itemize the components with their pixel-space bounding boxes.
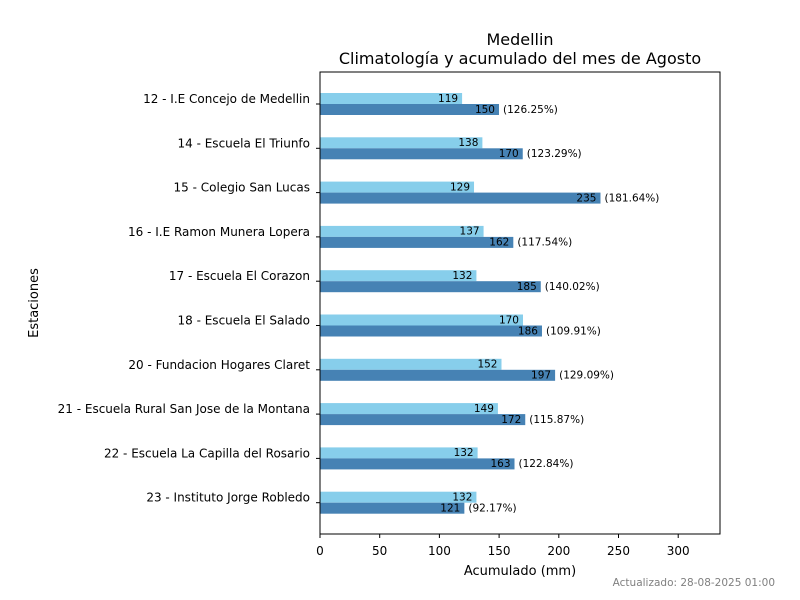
y-tick-label: 14 - Escuela El Triunfo (178, 136, 311, 150)
x-tick-label: 300 (667, 544, 690, 558)
accumulated-value-label: 162 (489, 237, 509, 249)
percent-label: (181.64%) (604, 192, 659, 204)
x-axis-label: Acumulado (mm) (464, 564, 576, 579)
accumulated-bar (320, 281, 541, 293)
climatology-value-label: 132 (452, 492, 472, 504)
percent-label: (109.91%) (546, 325, 601, 337)
x-tick-label: 100 (428, 544, 451, 558)
climatology-value-label: 132 (454, 447, 474, 459)
accumulated-value-label: 170 (499, 148, 519, 160)
accumulated-bar (320, 192, 601, 204)
accumulated-value-label: 197 (531, 370, 551, 382)
percent-label: (92.17%) (468, 503, 516, 515)
climatology-value-label: 129 (450, 181, 470, 193)
x-tick-label: 150 (488, 544, 511, 558)
y-tick-label: 15 - Colegio San Lucas (174, 181, 310, 195)
x-tick-label: 200 (547, 544, 570, 558)
accumulated-bar (320, 502, 465, 514)
y-tick-label: 17 - Escuela El Corazon (169, 269, 310, 283)
percent-label: (140.02%) (545, 281, 600, 293)
y-tick-label: 22 - Escuela La Capilla del Rosario (104, 446, 310, 460)
accumulated-bar (320, 236, 514, 248)
accumulated-bar (320, 458, 515, 470)
climatology-bar (320, 137, 483, 149)
updated-timestamp: Actualizado: 28-08-2025 01:00 (613, 577, 775, 589)
climatology-bar (320, 181, 475, 193)
climatology-value-label: 119 (438, 93, 458, 105)
climatology-bar (320, 225, 484, 237)
accumulated-value-label: 186 (518, 325, 538, 337)
percent-label: (115.87%) (529, 414, 584, 426)
y-axis-ticks: 12 - I.E Concejo de Medellin 14 - Escuela… (58, 92, 320, 505)
climatology-value-label: 132 (452, 270, 472, 282)
y-tick-label: 20 - Fundacion Hogares Claret (128, 358, 310, 372)
accumulated-value-label: 150 (475, 104, 495, 116)
climatology-bar (320, 403, 498, 415)
chart-subtitle: Climatología y acumulado del mes de Agos… (339, 49, 701, 68)
climatology-value-label: 149 (474, 403, 494, 415)
y-tick-label: 12 - I.E Concejo de Medellin (143, 92, 310, 106)
climatology-bar (320, 314, 523, 326)
x-axis-ticks: 0 50 100 150 200 250 300 (316, 534, 690, 558)
percent-label: (123.29%) (527, 148, 582, 160)
climatology-value-label: 138 (458, 137, 478, 149)
x-tick-label: 50 (372, 544, 387, 558)
percent-label: (122.84%) (519, 458, 574, 470)
y-tick-label: 23 - Instituto Jorge Robledo (146, 491, 310, 505)
accumulated-bar (320, 414, 526, 426)
climatology-value-label: 137 (460, 226, 480, 238)
y-tick-label: 16 - I.E Ramon Munera Lopera (128, 225, 310, 239)
accumulated-bar (320, 148, 523, 160)
accumulated-value-label: 121 (440, 503, 460, 515)
climatology-bar (320, 270, 477, 282)
percent-label: (126.25%) (503, 104, 558, 116)
accumulated-value-label: 163 (490, 458, 510, 470)
climatology-bar (320, 358, 502, 370)
climatology-value-label: 152 (477, 359, 497, 371)
accumulated-value-label: 185 (517, 281, 537, 293)
y-tick-label: 18 - Escuela El Salado (178, 314, 311, 328)
climatology-value-label: 170 (499, 314, 519, 326)
accumulated-value-label: 172 (501, 414, 521, 426)
chart-title: Medellin (486, 30, 553, 49)
percent-label: (129.09%) (559, 370, 614, 382)
accumulated-value-label: 235 (576, 192, 596, 204)
plot-frame (319, 71, 721, 535)
y-tick-label: 21 - Escuela Rural San Jose de la Montan… (58, 402, 310, 416)
accumulated-bar (320, 104, 499, 115)
climatology-bar (320, 491, 477, 503)
x-tick-label: 250 (607, 544, 630, 558)
climatology-bar (320, 447, 478, 459)
climatology-bar (320, 93, 463, 104)
bars-layer: 119 150 (126.25%) 138 170 (123.29%) 129 235 (181… (320, 93, 659, 515)
accumulated-bar (320, 325, 542, 337)
y-axis-label: Estaciones (27, 268, 42, 338)
x-tick-label: 0 (316, 544, 324, 558)
accumulated-bar (320, 369, 556, 381)
percent-label: (117.54%) (517, 237, 572, 249)
